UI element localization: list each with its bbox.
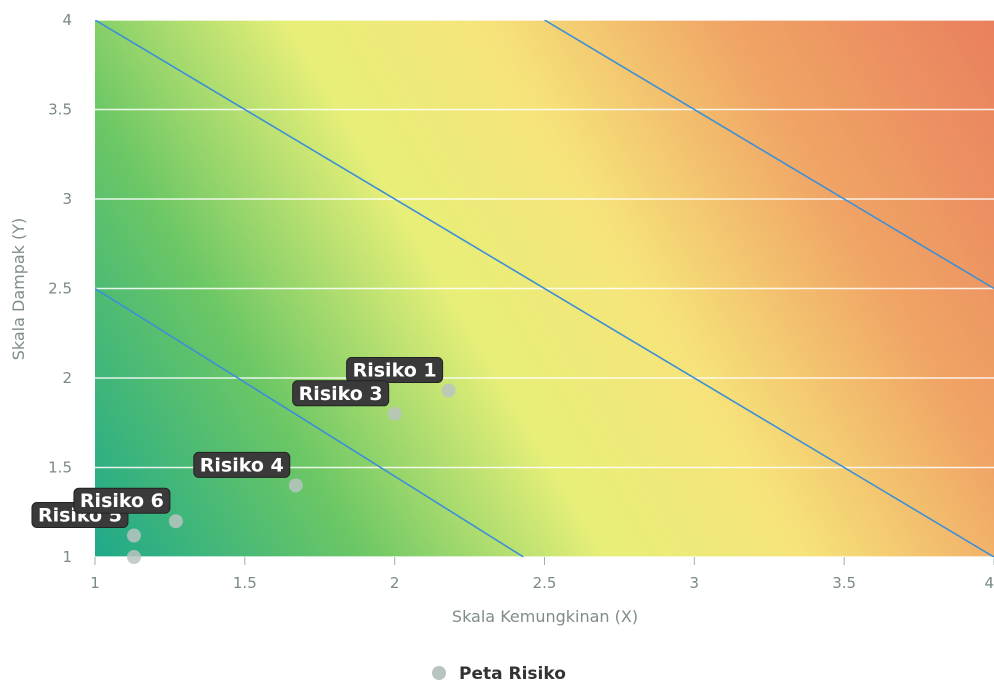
y-tick-label-1: 1.5 [48,459,72,477]
y-tick-label-5: 3.5 [48,101,72,119]
data-point-0[interactable] [441,383,456,398]
y-tick-label-4: 3 [62,190,72,208]
x-tick-label-6: 4 [984,574,994,592]
data-point-1[interactable] [387,406,402,421]
point-label-0: Risiko 1 [346,357,444,384]
point-label-text-0: Risiko 1 [353,360,437,382]
point-label-bg-1 [292,380,390,407]
y-axis-ticks: 1 1.5 2 2.5 3 3.5 4 [48,11,72,566]
threshold-line-2 [95,20,994,557]
y-tick-label-0: 1 [62,548,72,566]
x-tick-label-4: 3 [690,574,700,592]
point-label-text-1: Risiko 3 [299,383,383,405]
data-point-4[interactable] [168,514,183,529]
point-label-2: Risiko 4 [193,451,291,478]
point-label-1: Risiko 3 [292,380,390,407]
x-tick-label-1: 1.5 [233,574,257,592]
point-label-text-2: Risiko 4 [200,454,284,476]
x-axis-title: Skala Kemungkinan (X) [452,607,638,626]
point-label-bg-2 [193,451,291,478]
data-point-5[interactable] [126,550,141,564]
y-tick-label-2: 2 [62,369,72,387]
y-tick-label-6: 4 [62,11,72,29]
point-label-4: Risiko 6 [73,487,171,514]
y-axis-title: Skala Dampak (Y) [9,218,28,361]
threshold-lines [95,20,994,557]
x-tick-label-0: 1 [90,574,100,592]
legend-label: Peta Risiko [459,664,566,684]
threshold-line-3 [544,20,994,290]
data-points [126,383,456,564]
point-label-bg-4 [73,487,171,514]
x-axis-ticks: 1 1.5 2 2.5 3 3.5 4 [90,557,994,592]
data-point-2[interactable] [288,478,303,493]
y-tick-label-3: 2.5 [48,280,72,298]
x-tick-label-2: 2 [390,574,400,592]
x-tick-label-5: 3.5 [832,574,856,592]
point-label-bg-0 [346,357,444,384]
data-point-3[interactable] [126,528,141,543]
legend-marker [432,666,446,680]
threshold-line-1 [95,287,524,557]
legend[interactable]: Peta Risiko [432,664,566,684]
x-tick-label-3: 2.5 [533,574,557,592]
point-label-text-4: Risiko 6 [80,490,164,512]
